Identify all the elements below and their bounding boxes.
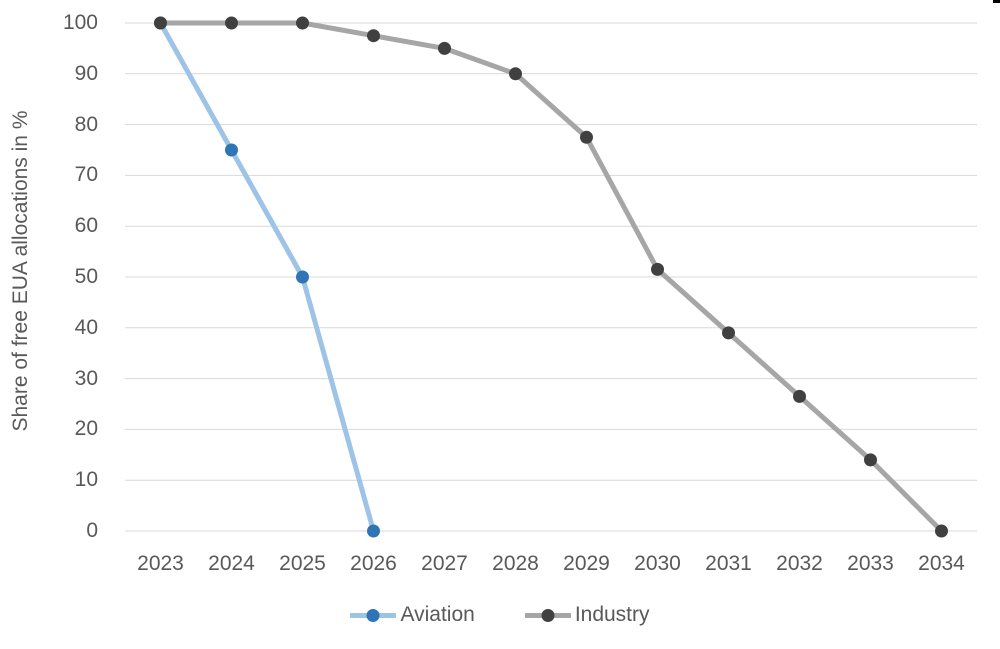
industry-legend-swatch <box>524 608 571 622</box>
aviation-data-point[interactable] <box>296 270 309 284</box>
industry-data-point[interactable] <box>651 262 664 276</box>
y-tick-label: 80 <box>74 112 98 136</box>
x-tick-label: 2023 <box>137 552 184 575</box>
industry-data-point[interactable] <box>225 16 238 30</box>
industry-data-point[interactable] <box>864 453 877 467</box>
x-tick-label: 2031 <box>705 552 752 575</box>
y-tick-label: 10 <box>74 468 98 492</box>
y-tick-label: 60 <box>74 214 98 238</box>
industry-data-point[interactable] <box>793 389 806 403</box>
x-tick-label: 2028 <box>492 552 539 575</box>
x-tick-label: 2027 <box>421 552 468 575</box>
legend: Aviation Industry <box>0 603 1000 627</box>
aviation-data-point[interactable] <box>367 524 380 538</box>
x-tick-label: 2030 <box>634 552 681 575</box>
y-tick-label: 40 <box>74 315 98 339</box>
y-tick-label: 30 <box>74 366 98 390</box>
industry-data-point[interactable] <box>367 29 380 43</box>
industry-data-point[interactable] <box>722 326 735 340</box>
aviation-data-point[interactable] <box>225 143 238 157</box>
x-tick-label: 2025 <box>279 552 326 575</box>
legend-item-aviation[interactable]: Aviation <box>350 603 475 627</box>
x-tick-label: 2033 <box>847 552 894 575</box>
industry-data-point[interactable] <box>935 524 948 538</box>
x-tick-label: 2029 <box>563 552 610 575</box>
x-tick-label: 2026 <box>350 552 397 575</box>
industry-data-point[interactable] <box>580 130 593 144</box>
industry-data-point[interactable] <box>296 16 309 30</box>
y-tick-label: 70 <box>74 163 98 187</box>
y-tick-label: 90 <box>74 61 98 85</box>
corner-artifact <box>993 0 1000 3</box>
industry-data-point[interactable] <box>154 16 167 30</box>
industry-data-point[interactable] <box>509 67 522 81</box>
y-tick-label: 0 <box>86 519 98 542</box>
industry-line <box>158 20 944 534</box>
y-tick-label: 100 <box>62 11 98 34</box>
y-tick-label: 20 <box>74 417 98 441</box>
industry-data-point[interactable] <box>438 41 451 55</box>
legend-item-industry[interactable]: Industry <box>524 603 650 627</box>
legend-label-industry: Industry <box>574 603 650 626</box>
y-tick-label: 50 <box>74 265 98 288</box>
x-tick-label: 2024 <box>208 552 255 575</box>
aviation-line <box>158 20 376 534</box>
aviation-legend-swatch <box>350 608 397 622</box>
x-tick-label: 2034 <box>918 552 965 575</box>
x-tick-label: 2032 <box>776 552 823 575</box>
legend-label-aviation: Aviation <box>400 603 475 626</box>
